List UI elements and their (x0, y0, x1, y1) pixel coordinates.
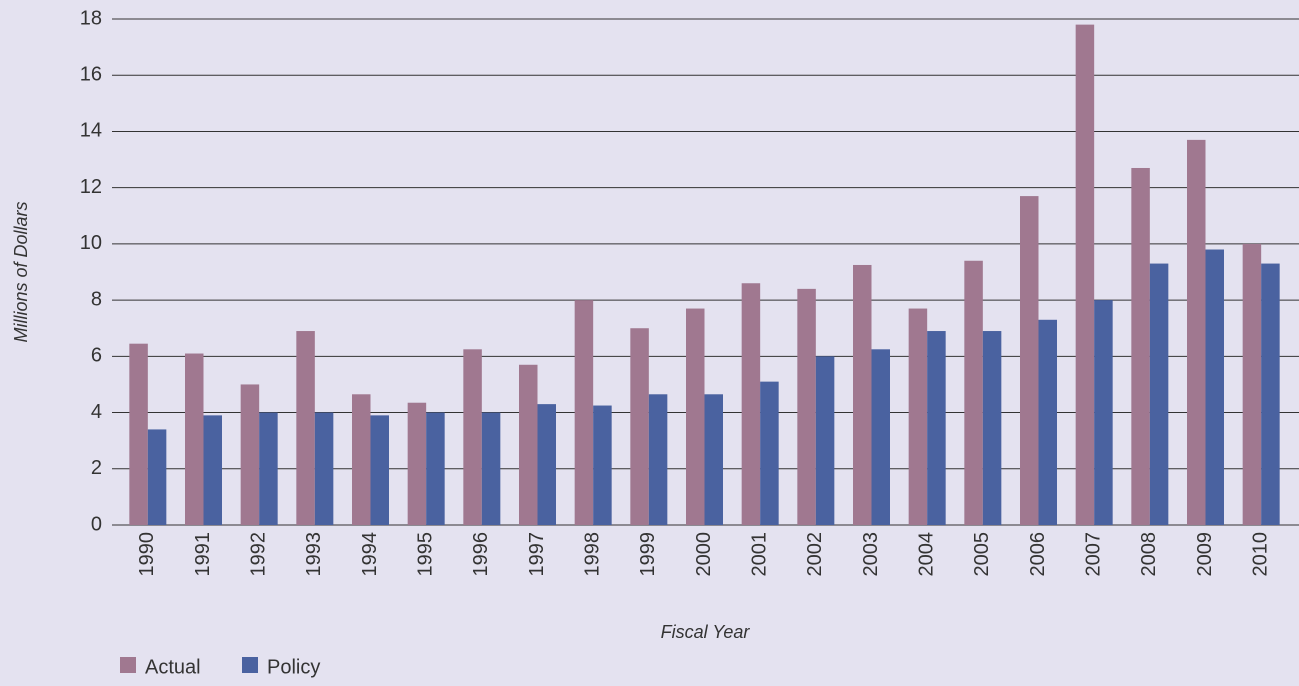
bar (1131, 167, 1150, 525)
bar (147, 429, 167, 525)
x-tick-label: 2009 (1194, 532, 1216, 577)
bar (314, 412, 334, 525)
bar (240, 384, 260, 525)
bar (463, 349, 482, 525)
x-tick-label: 2010 (1249, 532, 1271, 577)
x-tick-label: 2002 (804, 532, 826, 577)
bar (964, 260, 983, 525)
x-tick-label: 2001 (748, 532, 770, 577)
x-tick-label: 2004 (915, 532, 937, 577)
legend-swatch (242, 657, 258, 673)
y-tick-label: 0 (91, 513, 102, 535)
bar (1187, 139, 1206, 525)
bar (1261, 263, 1280, 525)
x-tick-label: 1992 (247, 532, 269, 577)
bar (797, 288, 816, 525)
bar (1205, 249, 1224, 525)
legend-label: Policy (267, 656, 320, 678)
y-tick-label: 2 (91, 457, 102, 479)
bar (481, 412, 501, 525)
x-tick-label: 1990 (136, 532, 158, 577)
y-tick-label: 10 (80, 232, 102, 254)
bar (1020, 196, 1039, 525)
y-tick-label: 4 (91, 401, 102, 423)
bar (686, 308, 705, 525)
bar (1149, 263, 1169, 525)
bar (259, 412, 278, 525)
bar (370, 415, 389, 525)
bar (407, 402, 427, 525)
bar (908, 308, 928, 525)
y-tick-label: 6 (91, 345, 102, 367)
x-tick-label: 1998 (581, 532, 603, 577)
x-tick-label: 2007 (1082, 532, 1104, 577)
bar (296, 331, 315, 525)
y-tick-label: 14 (80, 120, 102, 142)
bar (1075, 24, 1095, 525)
x-tick-label: 1997 (526, 532, 548, 577)
bar (129, 343, 148, 525)
x-tick-label: 1995 (414, 532, 436, 577)
bar (760, 381, 779, 525)
bar (982, 331, 1002, 525)
x-axis-title: Fiscal Year (661, 622, 751, 642)
bar (519, 364, 538, 525)
bar (1242, 243, 1262, 525)
y-tick-label: 12 (80, 176, 102, 198)
x-tick-label: 1991 (192, 532, 214, 577)
x-tick-label: 1994 (359, 532, 381, 577)
bar (815, 356, 835, 525)
x-tick-label: 1993 (303, 532, 325, 577)
y-tick-label: 8 (91, 288, 102, 310)
x-tick-label: 2003 (860, 532, 882, 577)
bar (704, 394, 723, 525)
x-tick-label: 2006 (1027, 532, 1049, 577)
bar (203, 415, 222, 525)
bar (574, 300, 594, 525)
bar (1038, 319, 1057, 525)
bar (1094, 300, 1113, 525)
legend-swatch (120, 657, 136, 673)
bar (871, 349, 890, 525)
y-axis-title: Millions of Dollars (11, 201, 31, 342)
y-tick-label: 18 (80, 7, 102, 29)
x-tick-label: 1996 (470, 532, 492, 577)
bar (927, 331, 946, 525)
bar (537, 404, 556, 525)
x-tick-label: 2000 (693, 532, 715, 577)
bar (185, 353, 204, 525)
bar (593, 405, 612, 525)
x-tick-label: 2005 (971, 532, 993, 577)
bar (741, 283, 761, 525)
y-tick-label: 16 (80, 64, 102, 86)
x-tick-label: 2008 (1138, 532, 1160, 577)
bar (426, 412, 445, 525)
bar (630, 328, 649, 525)
bar (853, 264, 872, 525)
bar (648, 394, 668, 525)
bar (352, 394, 371, 525)
legend-label: Actual (145, 656, 201, 678)
x-tick-label: 1999 (637, 532, 659, 577)
